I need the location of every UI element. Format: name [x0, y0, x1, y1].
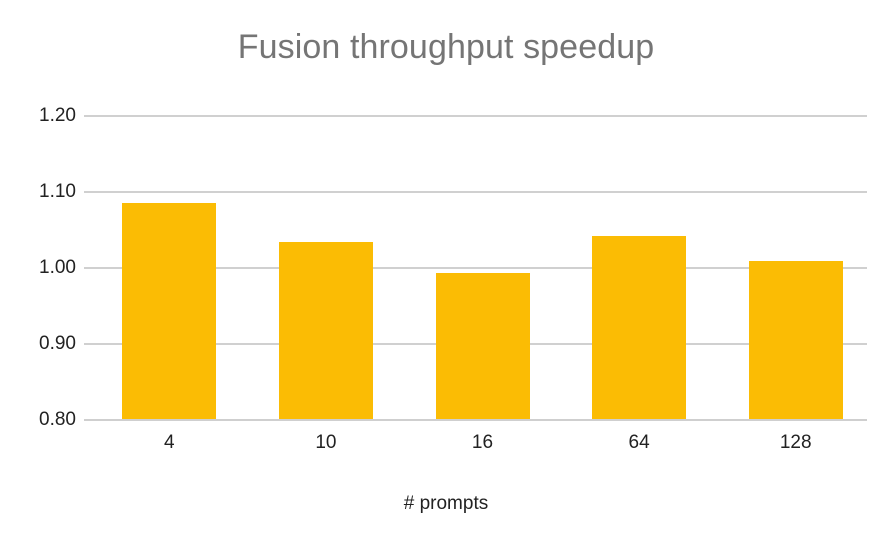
chart-title: Fusion throughput speedup	[237, 28, 655, 66]
y-tick-label-3: 0.90	[39, 333, 76, 354]
gridline-y-2: 1.00	[39, 257, 867, 278]
x-tick-label-1: 10	[315, 432, 337, 453]
x-axis-title: # prompts	[403, 493, 489, 514]
x-axis-baseline: 0.80	[39, 409, 867, 430]
y-tick-label-4: 0.80	[39, 409, 76, 430]
bar-3[interactable]	[592, 235, 687, 419]
x-tick-label-4: 128	[779, 432, 812, 453]
x-tick-label-3: 64	[628, 432, 650, 453]
y-tick-label-2: 1.00	[39, 257, 76, 278]
x-tick-label-2: 16	[471, 432, 494, 453]
bar-2[interactable]	[435, 273, 530, 419]
gridline-y-1: 1.10	[39, 181, 867, 202]
bar-1[interactable]	[278, 241, 373, 419]
x-tick-label-0: 4	[164, 432, 175, 453]
bar-4[interactable]	[748, 260, 843, 419]
bars-layer	[84, 115, 867, 419]
bar-0[interactable]	[122, 203, 217, 419]
y-tick-label-0: 1.20	[39, 105, 76, 126]
y-tick-label-1: 1.10	[39, 181, 76, 202]
plot-area: 1.20 1.10 1.00 0.90 0.80	[39, 105, 867, 430]
gridline-y-0: 1.20	[39, 105, 867, 126]
